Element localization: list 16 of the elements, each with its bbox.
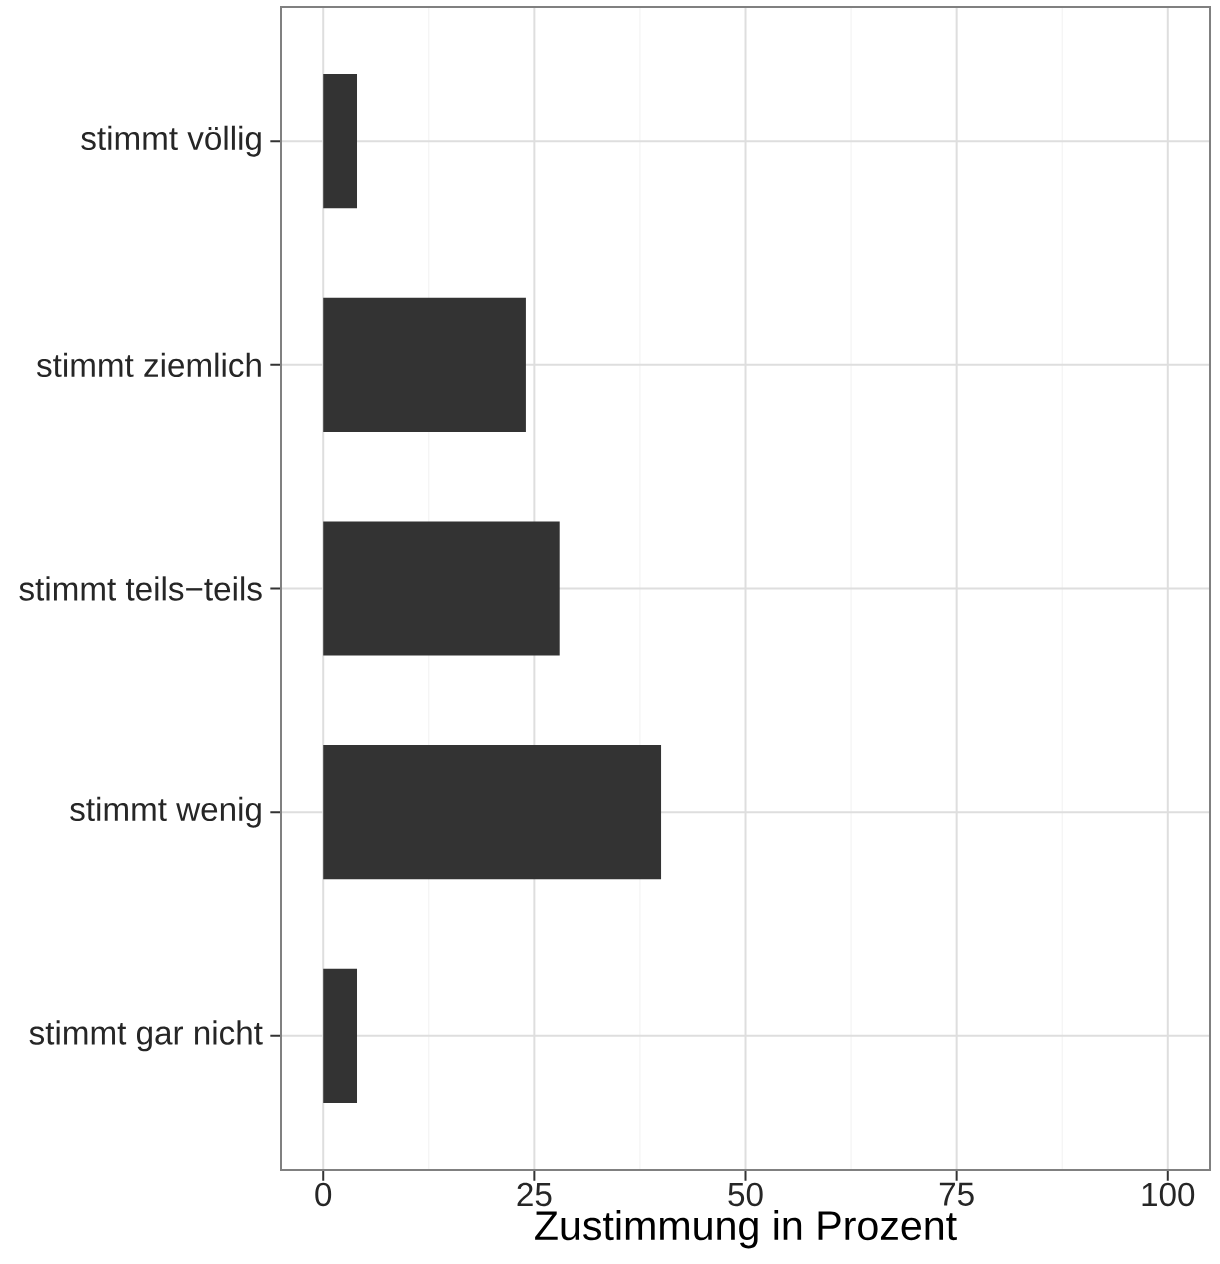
x-tick-label: 25 xyxy=(517,1182,552,1207)
y-tick-label: stimmt völlig xyxy=(81,125,261,157)
x-tick-label: 75 xyxy=(939,1182,974,1206)
bar xyxy=(323,745,662,880)
y-tick-label: stimmt teils−teils xyxy=(19,576,262,601)
x-axis-title: Zustimmung in Prozent xyxy=(535,1209,957,1249)
bar xyxy=(323,968,358,1103)
y-tick-label: stimmt wenig xyxy=(70,796,261,828)
x-tick-label: 0 xyxy=(315,1182,332,1207)
bar xyxy=(323,521,560,656)
x-tick-label: 50 xyxy=(728,1182,763,1207)
bar xyxy=(323,297,526,432)
x-tick-label: 100 xyxy=(1142,1182,1195,1207)
y-tick-label: stimmt gar nicht xyxy=(29,1020,263,1052)
y-tick-label: stimmt ziemlich xyxy=(36,352,261,378)
bar xyxy=(323,74,358,209)
